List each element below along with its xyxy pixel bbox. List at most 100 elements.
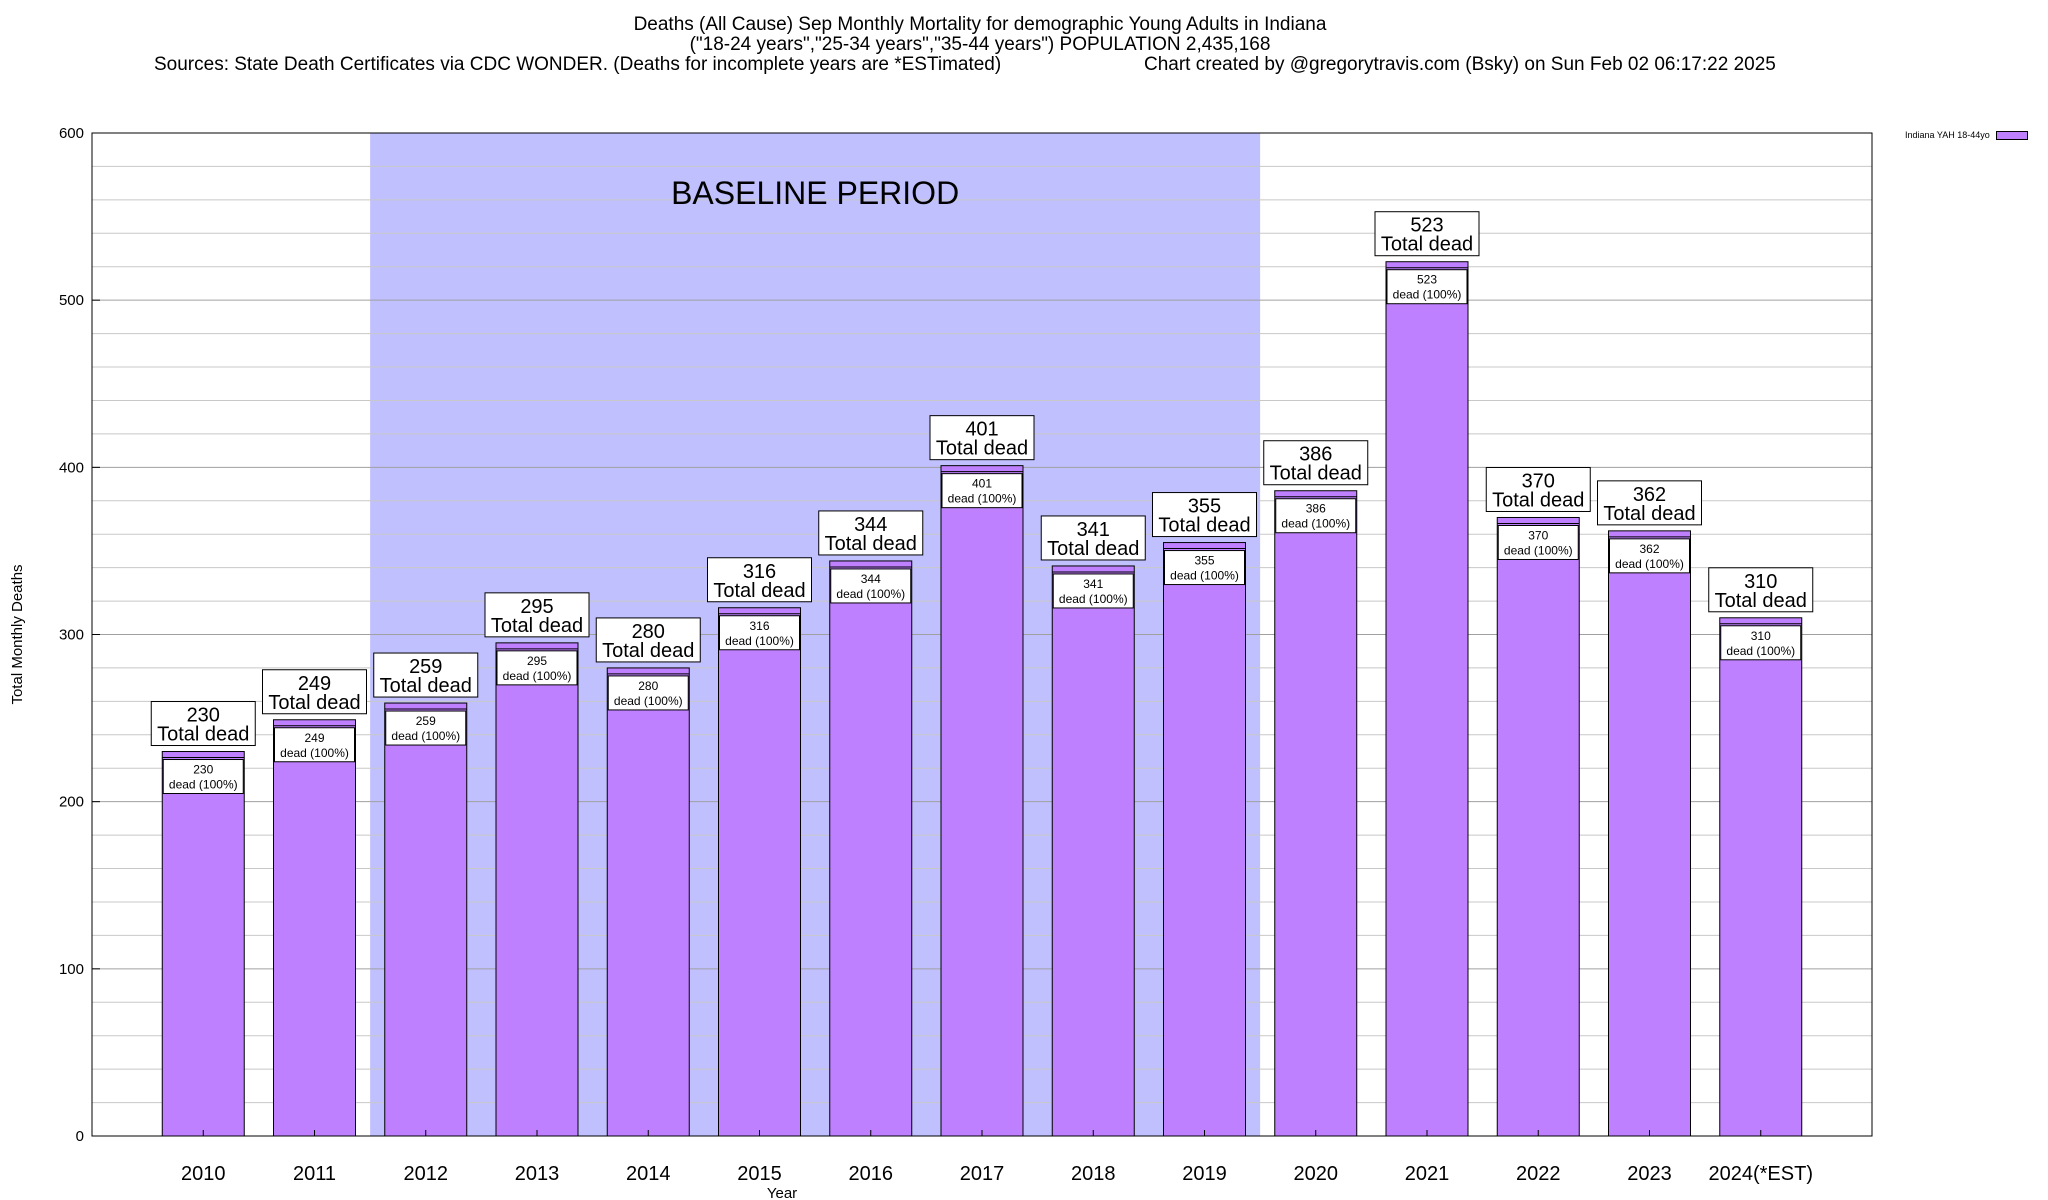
inner-label-box xyxy=(274,727,355,763)
inner-label-box xyxy=(1164,550,1245,586)
credit-note: Chart created by @gregorytravis.com (Bsk… xyxy=(1144,54,1776,75)
inner-value-label: 344 xyxy=(861,572,881,586)
inner-percent-label: dead (100%) xyxy=(1393,288,1462,302)
inner-value-label: 230 xyxy=(193,763,213,777)
top-total-label: Total dead xyxy=(157,724,249,746)
x-tick-label: 2015 xyxy=(737,1163,782,1185)
top-label-box xyxy=(707,557,812,603)
top-total-label: Total dead xyxy=(936,438,1028,460)
inner-percent-label: dead (100%) xyxy=(948,492,1017,506)
x-tick-label: 2023 xyxy=(1627,1163,1672,1185)
x-tick-label: 2021 xyxy=(1405,1163,1450,1185)
chart-title: Deaths (All Cause) Sep Monthly Mortality… xyxy=(633,14,1327,35)
legend: Indiana YAH 18-44yo xyxy=(1905,130,2028,140)
top-label-box xyxy=(1263,440,1369,486)
top-total-label: Total dead xyxy=(825,533,917,555)
inner-percent-label: dead (100%) xyxy=(1504,543,1573,557)
x-tick-label: 2019 xyxy=(1182,1163,1227,1185)
y-axis-label: Total Monthly Deaths xyxy=(9,564,26,704)
top-label-box xyxy=(1708,567,1814,613)
inner-value-label: 386 xyxy=(1306,502,1326,516)
source-note: Sources: State Death Certificates via CD… xyxy=(154,54,1002,75)
inner-percent-label: dead (100%) xyxy=(725,634,794,648)
bar xyxy=(384,702,468,1137)
inner-percent-label: dead (100%) xyxy=(1059,592,1128,606)
inner-label-box xyxy=(1386,269,1468,305)
y-tick-label: 200 xyxy=(59,794,84,811)
bar xyxy=(1719,617,1803,1137)
inner-value-label: 249 xyxy=(304,731,324,745)
inner-label-box xyxy=(162,759,244,795)
inner-percent-label: dead (100%) xyxy=(614,694,683,708)
y-tick-label: 100 xyxy=(59,961,84,978)
inner-value-label: 310 xyxy=(1751,629,1771,643)
top-value-label: 310 xyxy=(1744,571,1777,593)
bar xyxy=(495,642,579,1137)
top-value-label: 344 xyxy=(854,514,887,536)
top-value-label: 401 xyxy=(965,419,998,441)
chart-subtitle: ("18-24 years","25-34 years","35-44 year… xyxy=(689,34,1271,55)
bar xyxy=(718,607,801,1137)
top-total-label: Total dead xyxy=(268,692,360,714)
y-tick-label: 0 xyxy=(76,1128,84,1145)
x-tick-label: 2017 xyxy=(960,1163,1005,1185)
top-value-label: 370 xyxy=(1522,470,1555,492)
inner-label-box xyxy=(1497,524,1579,560)
top-label-box xyxy=(373,652,479,698)
x-axis-label: Year xyxy=(767,1185,797,1200)
top-total-label: Total dead xyxy=(1381,234,1473,256)
inner-label-box xyxy=(1720,625,1802,661)
top-label-box xyxy=(262,669,367,715)
top-total-label: Total dead xyxy=(1603,503,1695,525)
inner-label-box xyxy=(385,710,467,746)
legend-swatch xyxy=(1995,130,2028,140)
x-tick-label: 2011 xyxy=(293,1163,336,1185)
x-tick-label: 2014 xyxy=(626,1163,671,1185)
top-label-box xyxy=(484,592,590,638)
inner-percent-label: dead (100%) xyxy=(391,729,460,743)
top-value-label: 523 xyxy=(1410,215,1443,237)
inner-value-label: 370 xyxy=(1528,528,1548,542)
inner-percent-label: dead (100%) xyxy=(1726,644,1795,658)
top-label-box xyxy=(1152,492,1257,538)
y-tick-label: 500 xyxy=(59,292,84,309)
bar xyxy=(829,560,913,1137)
bar xyxy=(1608,530,1691,1137)
inner-percent-label: dead (100%) xyxy=(503,669,572,683)
bar xyxy=(1496,516,1580,1137)
top-total-label: Total dead xyxy=(491,615,583,637)
top-label-box xyxy=(595,617,701,663)
top-label-box xyxy=(1374,211,1480,257)
baseline-period-label: BASELINE PERIOD xyxy=(671,175,959,211)
x-tick-label: 2024(*EST) xyxy=(1709,1163,1814,1185)
top-label-box xyxy=(150,701,256,747)
top-total-label: Total dead xyxy=(1715,590,1807,612)
bar xyxy=(161,751,245,1137)
top-label-box xyxy=(1597,480,1702,526)
inner-value-label: 295 xyxy=(527,654,547,668)
inner-label-box xyxy=(1275,498,1357,534)
top-value-label: 259 xyxy=(409,656,442,678)
bar xyxy=(940,465,1024,1137)
inner-percent-label: dead (100%) xyxy=(836,587,905,601)
top-total-label: Total dead xyxy=(380,675,472,697)
inner-label-box xyxy=(1052,573,1134,609)
top-value-label: 280 xyxy=(632,621,665,643)
y-tick-label: 300 xyxy=(59,627,84,644)
top-value-label: 341 xyxy=(1077,519,1110,541)
inner-percent-label: dead (100%) xyxy=(280,746,349,760)
x-tick-label: 2013 xyxy=(515,1163,560,1185)
top-label-box xyxy=(1485,466,1591,512)
inner-value-label: 280 xyxy=(638,679,658,693)
inner-percent-label: dead (100%) xyxy=(1170,569,1239,583)
bar xyxy=(1163,542,1246,1137)
x-tick-label: 2010 xyxy=(181,1163,226,1185)
top-total-label: Total dead xyxy=(1158,515,1250,537)
x-tick-label: 2020 xyxy=(1294,1163,1339,1185)
top-total-label: Total dead xyxy=(1047,538,1139,560)
y-tick-label: 400 xyxy=(59,459,84,476)
top-label-box xyxy=(818,510,924,556)
inner-percent-label: dead (100%) xyxy=(1615,557,1684,571)
top-value-label: 295 xyxy=(520,596,553,618)
